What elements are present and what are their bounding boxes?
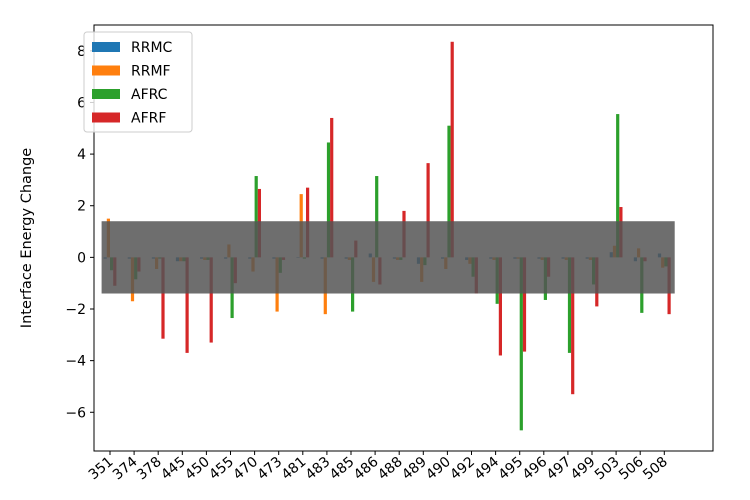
bar-afrc-470 xyxy=(254,176,258,258)
legend-swatch-afrf xyxy=(92,112,120,123)
axes-frame xyxy=(93,24,714,452)
bar-afrf-497 xyxy=(571,257,575,395)
y-tick-label: −4 xyxy=(65,354,86,370)
y-tick-label: 6 xyxy=(77,95,86,111)
bar-afrc-497 xyxy=(567,257,572,353)
bar-afrf-489 xyxy=(426,163,430,258)
bar-afrc-483 xyxy=(326,142,331,258)
legend-label-rrmf: RRMF xyxy=(131,64,171,80)
bar-afrc-486 xyxy=(375,176,379,258)
bar-afrf-450 xyxy=(209,257,213,343)
bar-afrf-445 xyxy=(185,257,189,353)
legend-label-afrf: AFRF xyxy=(131,111,166,127)
legend: RRMC RRMF AFRC AFRF xyxy=(83,31,193,133)
y-tick-label: 4 xyxy=(77,147,86,163)
bar-afrf-495 xyxy=(522,257,527,352)
legend-swatch-rrmc xyxy=(92,42,120,52)
y-axis-title: Interface Energy Change xyxy=(19,148,35,328)
legend-swatch-rrmf xyxy=(92,65,120,76)
y-tick-label: 2 xyxy=(77,199,86,215)
plot-area xyxy=(93,24,714,452)
y-tick-label: −6 xyxy=(65,405,86,421)
y-tick-label: −2 xyxy=(65,302,86,318)
y-tick-label: 0 xyxy=(77,250,86,266)
y-tick-label: 8 xyxy=(77,44,86,60)
legend-box xyxy=(83,31,193,133)
threshold-band xyxy=(101,221,675,294)
bar-afrc-490 xyxy=(447,125,451,258)
legend-label-afrc: AFRC xyxy=(131,87,168,103)
legend-swatch-afrc xyxy=(92,89,120,99)
bar-afrf-378 xyxy=(161,257,165,339)
bar-afrf-494 xyxy=(498,257,502,356)
y-axis: −6 −4 −2 0 2 4 6 8 xyxy=(65,44,94,421)
bar-afrf-490 xyxy=(450,41,454,258)
bar-afrc-495 xyxy=(519,257,523,431)
legend-label-rrmc: RRMC xyxy=(131,40,173,56)
bar-afrc-503 xyxy=(616,114,620,258)
bar-afrf-483 xyxy=(330,117,334,258)
